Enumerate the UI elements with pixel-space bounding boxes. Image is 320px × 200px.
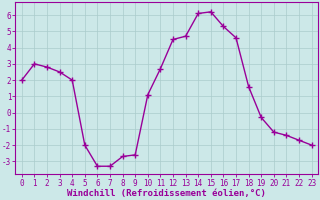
X-axis label: Windchill (Refroidissement éolien,°C): Windchill (Refroidissement éolien,°C) [67,189,266,198]
